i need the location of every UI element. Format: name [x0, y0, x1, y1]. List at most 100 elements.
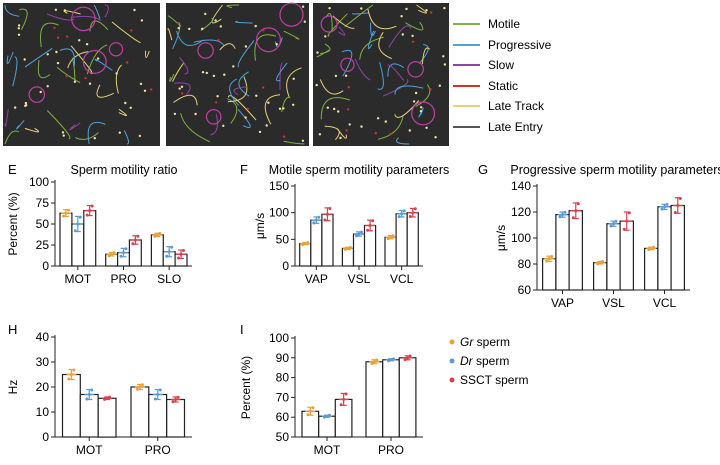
- sperm-head: [420, 106, 423, 109]
- y-tick-label: 0: [42, 430, 49, 444]
- panel-letter: G: [478, 162, 488, 177]
- chart-title: Sperm motility ratio: [71, 163, 178, 177]
- sperm-head: [434, 136, 437, 139]
- sperm-head: [389, 132, 392, 136]
- y-tick-label: 90: [276, 351, 290, 365]
- replicate-point: [314, 218, 318, 222]
- track-legend-item-progressive: Progressive: [453, 38, 552, 52]
- replicate-point: [325, 414, 329, 418]
- sperm-head: [333, 107, 336, 111]
- sperm-track: [172, 22, 181, 50]
- sperm-track: [283, 30, 300, 40]
- y-tick-label: 60: [518, 283, 532, 297]
- sperm-head: [25, 104, 28, 107]
- replicate-point: [78, 215, 82, 219]
- replicate-point: [406, 356, 410, 360]
- replicate-point: [317, 215, 321, 219]
- replicate-point: [558, 215, 562, 219]
- track-legend-item-late-track: Late Track: [453, 99, 545, 113]
- sperm-track: [332, 15, 355, 29]
- sperm-head: [222, 124, 225, 128]
- bar: [619, 220, 634, 291]
- track-legend-item-slow: Slow: [453, 58, 514, 72]
- panel-letter: H: [8, 322, 17, 337]
- replicate-point: [627, 211, 631, 215]
- bar: [398, 357, 417, 438]
- sperm-head: [46, 53, 49, 56]
- sperm-track: [69, 122, 81, 131]
- y-tick-label: 80: [518, 257, 532, 271]
- sperm-head: [400, 15, 403, 18]
- sperm-track: [378, 116, 404, 140]
- sperm-head: [124, 101, 127, 105]
- replicate-point: [625, 219, 629, 223]
- sample-legend: Gr sperm Dr sperm SSCT sperm: [449, 335, 528, 387]
- replicate-point: [153, 397, 157, 401]
- slow-track-loop: [71, 6, 96, 32]
- sperm-track: [388, 25, 412, 48]
- sperm-head: [337, 110, 340, 113]
- sperm-head: [301, 5, 305, 8]
- replicate-point: [547, 257, 551, 261]
- sperm-head: [85, 43, 89, 46]
- sperm-head: [326, 106, 329, 109]
- replicate-point: [660, 207, 664, 211]
- replicate-point: [87, 393, 91, 396]
- sperm-head: [408, 129, 411, 132]
- replicate-point: [576, 202, 580, 206]
- sperm-track: [387, 64, 404, 81]
- replicate-point: [131, 242, 135, 246]
- sperm-track: [344, 4, 374, 28]
- sperm-track: [145, 50, 150, 59]
- replicate-point: [155, 233, 159, 237]
- sperm-head: [88, 82, 92, 85]
- replicate-point: [72, 368, 76, 372]
- bar: [83, 210, 97, 267]
- replicate-point: [156, 393, 160, 396]
- sperm-head: [344, 74, 348, 78]
- sperm-track: [219, 43, 236, 51]
- sperm-track: [421, 47, 431, 65]
- replicate-point: [76, 222, 80, 226]
- bar: [643, 247, 659, 291]
- replicate-point: [571, 216, 575, 220]
- replicate-point: [386, 237, 390, 241]
- y-tick-label: 50: [276, 430, 290, 444]
- slow-track-loop: [320, 15, 338, 33]
- sperm-head: [216, 95, 219, 98]
- slow-track-loop: [28, 86, 46, 103]
- replicate-point: [124, 247, 128, 251]
- sperm-track: [59, 48, 76, 67]
- sperm-head: [443, 6, 446, 10]
- slow-track-loop: [411, 101, 436, 126]
- replicate-point: [368, 224, 372, 227]
- sperm-head: [65, 35, 69, 38]
- x-tick-label: VAP: [305, 272, 328, 286]
- replicate-point: [596, 262, 600, 266]
- sperm-head: [258, 130, 262, 134]
- sperm-head: [173, 112, 177, 116]
- sperm-track: [180, 113, 211, 143]
- sperm-track: [233, 86, 248, 95]
- replicate-point: [355, 234, 358, 238]
- legend-label: Dr sperm: [460, 354, 509, 368]
- sperm-track: [229, 78, 240, 106]
- sperm-head: [254, 24, 257, 28]
- replicate-point: [389, 358, 393, 362]
- sperm-track: [94, 58, 113, 71]
- legend-dot: [449, 358, 455, 364]
- y-axis-label: Hz: [6, 380, 20, 395]
- sperm-track: [418, 107, 424, 118]
- x-tick-label: VCL: [653, 296, 677, 310]
- sperm-head: [194, 112, 197, 116]
- bar: [310, 219, 323, 267]
- bar: [606, 223, 621, 291]
- replicate-point: [64, 211, 68, 215]
- replicate-point: [408, 215, 412, 218]
- sperm-track: [354, 58, 371, 81]
- sperm-head: [53, 26, 56, 29]
- sperm-head: [334, 74, 338, 78]
- replicate-point: [85, 213, 89, 217]
- bar: [79, 393, 99, 438]
- track-legend-item-motile: Motile: [453, 17, 520, 31]
